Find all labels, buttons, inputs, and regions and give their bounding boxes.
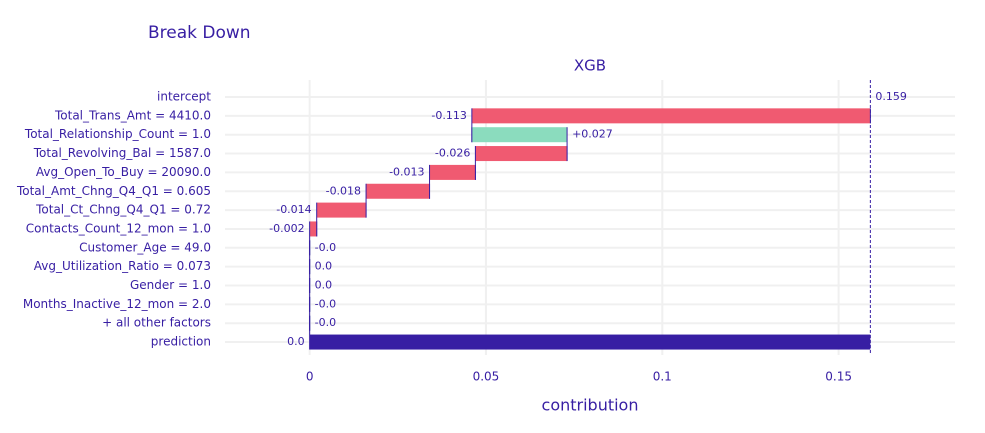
bar (316, 202, 367, 218)
bar (366, 183, 430, 199)
value-label: -0.0 (315, 297, 336, 310)
bar (471, 108, 871, 124)
value-label: 0.159 (875, 90, 907, 103)
x-tick-label: 0 (306, 370, 314, 384)
value-label: 0.0 (315, 279, 333, 292)
value-label: -0.002 (269, 222, 304, 235)
value-label: +0.027 (572, 128, 613, 141)
category-label: Months_Inactive_12_mon = 2.0 (23, 297, 211, 311)
category-label: Contacts_Count_12_mon = 1.0 (26, 221, 211, 235)
bar (429, 164, 476, 180)
bar (309, 221, 317, 237)
value-label: -0.0 (315, 241, 336, 254)
category-label: Avg_Open_To_Buy = 20090.0 (36, 165, 211, 179)
category-label: prediction (151, 335, 211, 349)
value-label: -0.018 (326, 184, 361, 197)
bar (309, 334, 871, 350)
category-label: Total_Revolving_Bal = 1587.0 (33, 146, 211, 160)
category-label: Gender = 1.0 (130, 278, 211, 292)
category-label: Customer_Age = 49.0 (79, 240, 211, 254)
x-tick-label: 0.1 (653, 370, 672, 384)
value-label: 0.0 (287, 335, 305, 348)
x-tick-label: 0.05 (473, 370, 500, 384)
category-label: Total_Relationship_Count = 1.0 (24, 127, 211, 141)
value-label: -0.014 (276, 203, 311, 216)
value-label: -0.113 (431, 109, 466, 122)
category-label: intercept (157, 90, 211, 104)
value-label: 0.0 (315, 260, 333, 273)
category-label: Avg_Utilization_Ratio = 0.073 (34, 259, 211, 273)
x-tick-label: 0.15 (825, 370, 852, 384)
category-label: Total_Ct_Chng_Q4_Q1 = 0.72 (35, 203, 211, 217)
x-axis-label: contribution (542, 396, 639, 415)
value-label: -0.0 (315, 316, 336, 329)
category-label: + all other factors (102, 316, 211, 330)
chart-title: Break Down (148, 23, 251, 43)
bar (471, 127, 568, 143)
value-label: -0.013 (389, 165, 424, 178)
value-label: -0.026 (435, 147, 470, 160)
category-label: Total_Amt_Chng_Q4_Q1 = 0.605 (16, 184, 211, 198)
category-label: Total_Trans_Amt = 4410.0 (54, 108, 211, 122)
bar (475, 146, 568, 162)
chart-subtitle: XGB (574, 57, 606, 75)
